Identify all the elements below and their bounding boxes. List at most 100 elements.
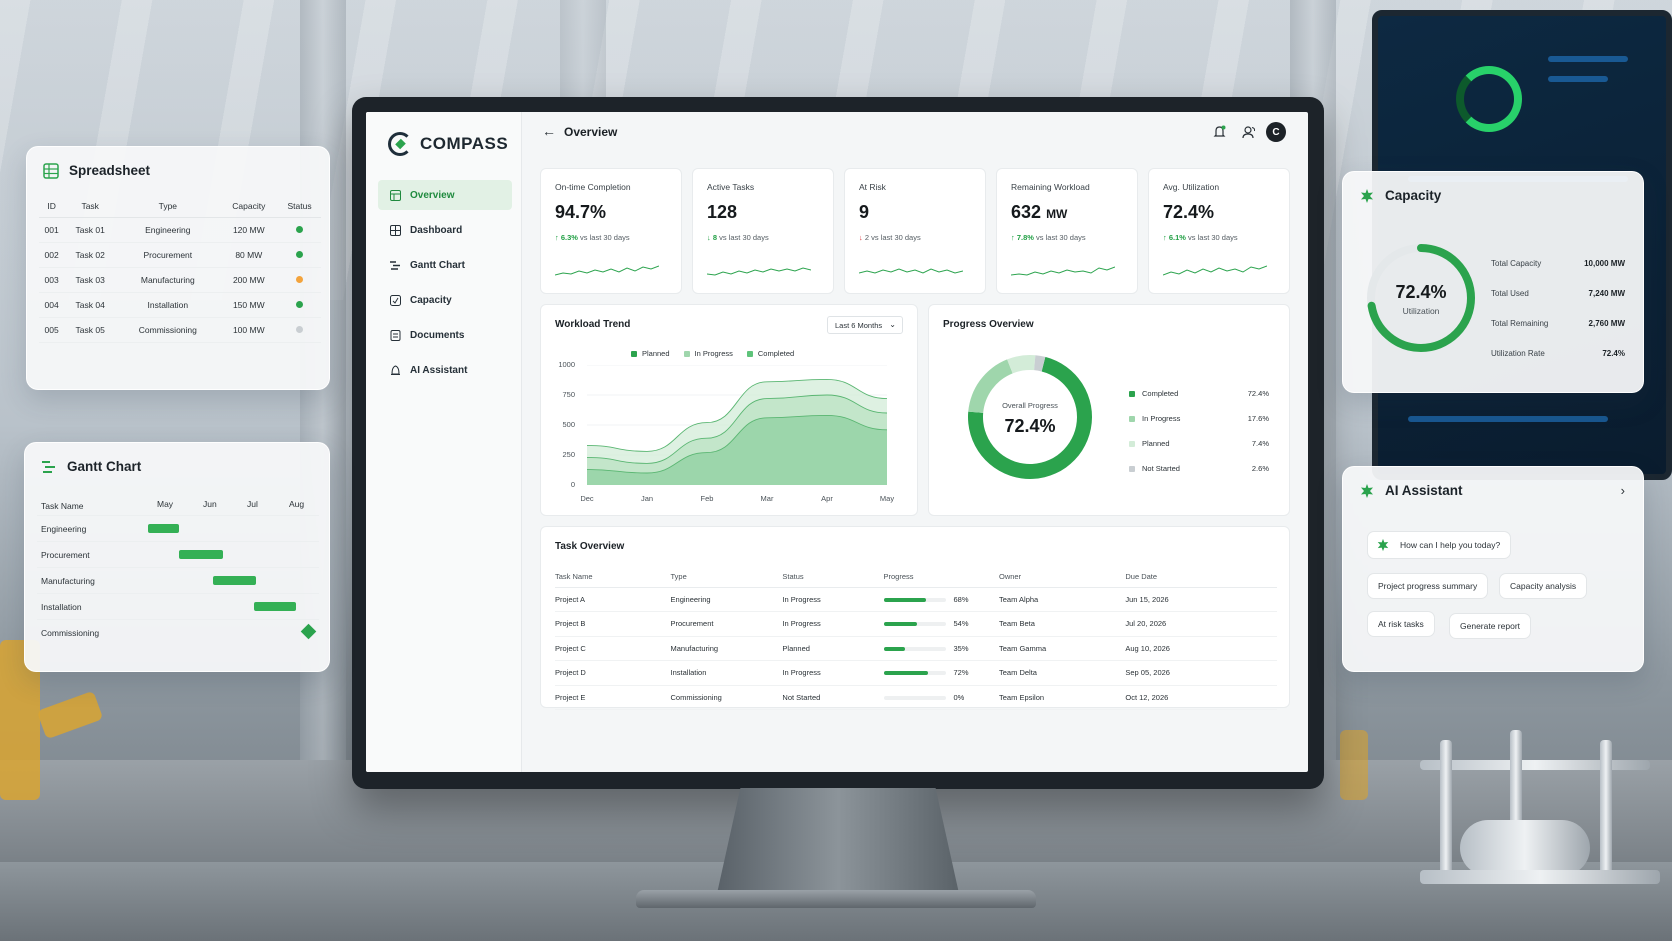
table-row[interactable]: 003 Task 03 Manufacturing 200 MW (39, 267, 321, 293)
table-row[interactable]: Project A Engineering In Progress 68% Team A… (555, 587, 1277, 612)
gantt-month: May (157, 499, 174, 509)
donut-slice[interactable] (968, 359, 1013, 413)
kpi-card[interactable]: Active Tasks 128 ↓ 8 vs last 30 days (692, 168, 834, 294)
progress-fill (883, 646, 906, 651)
task-status-cell: In Progress (782, 587, 884, 612)
sidebar-item-dashboard[interactable]: Dashboard (378, 215, 512, 245)
column-header[interactable]: Due Date (1125, 567, 1277, 588)
sidebar-item-ai-assistant[interactable]: AI Assistant (378, 355, 512, 385)
progress-fill (883, 671, 929, 676)
spreadsheet-table: ID Task Type Capacity Status 001 Task 01 E… (39, 195, 321, 343)
gantt-milestone (300, 623, 317, 640)
sidebar-item-gantt-chart[interactable]: Gantt Chart (378, 250, 512, 280)
legend-item: In Progress (683, 349, 733, 358)
progress-label: 68% (953, 594, 969, 604)
legend-item: Planned (631, 349, 670, 358)
spreadsheet-panel[interactable]: Spreadsheet ID Task Type Capacity Status… (26, 146, 330, 390)
column-header[interactable]: Task Name (555, 567, 671, 588)
task-status-cell: Planned (782, 636, 884, 661)
column-header[interactable]: Progress (883, 567, 1000, 588)
suggestion-chip[interactable]: Project progress summary (1367, 573, 1489, 599)
sheet-cell-type: Procurement (116, 242, 220, 268)
donut-center: Overall Progress 72.4% (959, 401, 1101, 437)
assistant-title: AI Assistant (1385, 483, 1463, 498)
kpi-card[interactable]: Remaining Workload 632 MW ↑ 7.8% vs last… (996, 168, 1138, 294)
team-icon[interactable] (1240, 123, 1258, 141)
table-row[interactable]: Project D Installation In Progress 72% Team … (555, 660, 1277, 686)
gantt-panel[interactable]: Gantt Chart Task Name May Jun Jul Aug En… (24, 442, 330, 672)
task-due-cell: Jul 20, 2026 (1125, 611, 1277, 637)
table-row[interactable]: 002 Task 02 Procurement 80 MW (39, 242, 321, 268)
column-header[interactable]: Type (670, 567, 783, 588)
donut-slice[interactable] (1034, 355, 1046, 372)
table-row[interactable]: 001 Task 01 Engineering 120 MW (39, 217, 321, 243)
sheet-cell-status (278, 317, 321, 343)
gantt-month: Jul (247, 499, 258, 509)
column-header: ID (39, 195, 65, 218)
sidebar-item-documents[interactable]: Documents (378, 320, 512, 350)
column-header: Task (64, 195, 117, 218)
arrow-up-icon: ↑ (1011, 233, 1015, 242)
task-name-cell: Project E (555, 685, 671, 710)
table-row[interactable]: Project B Procurement In Progress 54% Team B… (555, 611, 1277, 637)
app-logo[interactable]: COMPASS (388, 132, 508, 156)
avatar[interactable]: C (1266, 122, 1286, 142)
ai-assistant-panel[interactable]: AI Assistant › How can I help you today?… (1342, 466, 1644, 672)
capacity-stat-row: Total Used 7,240 MW (1491, 278, 1625, 308)
task-progress-cell: 68% (883, 587, 1000, 612)
arrow-down-icon: ↓ (707, 233, 711, 242)
status-dot (296, 250, 304, 258)
kpi-card[interactable]: At Risk 9 ↓ 2 vs last 30 days (844, 168, 986, 294)
sheet-cell-capacity: 200 MW (219, 267, 279, 293)
sidebar-item-capacity[interactable]: Capacity (378, 285, 512, 315)
kpi-card[interactable]: Avg. Utilization 72.4% ↑ 6.1% vs last 30… (1148, 168, 1290, 294)
sheet-cell-task: Task 02 (64, 242, 117, 268)
capacity-panel[interactable]: Capacity 72.4% Utilization Total Capacit… (1342, 171, 1644, 393)
sidebar-item-overview[interactable]: Overview (378, 180, 512, 210)
app-name: COMPASS (420, 134, 509, 153)
table-row[interactable]: Project C Manufacturing Planned 35% Team Gam… (555, 636, 1277, 661)
suggestion-chip[interactable]: Capacity analysis (1499, 573, 1588, 599)
legend-value: 17.6% (1247, 414, 1269, 423)
sidebar-item-label: Capacity (410, 294, 452, 306)
x-tick-label: Mar (760, 494, 774, 503)
bell-icon[interactable] (1210, 123, 1228, 141)
kpi-card[interactable]: On-time Completion 94.7% ↑ 6.3% vs last … (540, 168, 682, 294)
kpi-delta-value: 2 (864, 233, 870, 242)
kpi-delta-text: vs last 30 days (580, 233, 630, 242)
legend-value: 7.4% (1251, 439, 1269, 448)
dashboard-icon (389, 224, 401, 236)
table-row[interactable]: Project E Commissioning Not Started 0% Team … (555, 685, 1277, 710)
kpi-row: On-time Completion 94.7% ↑ 6.3% vs last … (540, 168, 1290, 294)
progress-bar (883, 597, 946, 602)
gantt-title: Gantt Chart (67, 459, 142, 474)
table-row[interactable]: 004 Task 04 Installation 150 MW (39, 292, 321, 318)
chevron-right-icon[interactable]: › (1620, 483, 1625, 498)
sheet-cell-id: 003 (39, 267, 65, 293)
stat-value: 72.4% (1602, 348, 1625, 358)
suggestion-chip[interactable]: Generate report (1449, 613, 1532, 639)
gantt-month: Jun (203, 499, 217, 509)
gantt-icon (42, 461, 55, 473)
gantt-task-name: Commissioning (41, 628, 100, 638)
x-tick-label: May (879, 494, 895, 503)
sheet-cell-id: 005 (39, 317, 65, 343)
column-header[interactable]: Owner (999, 567, 1126, 588)
table-row[interactable]: 005 Task 05 Commissioning 100 MW (39, 317, 321, 343)
sidebar: COMPASS Overview Dashboard Gantt Chart C… (366, 112, 522, 772)
back-arrow-icon[interactable]: ← (542, 123, 556, 139)
column-header[interactable]: Status (782, 567, 884, 588)
y-tick-label: 250 (562, 450, 575, 459)
task-name-cell: Project A (555, 587, 671, 612)
kpi-delta-value: 8 (712, 233, 718, 242)
range-select[interactable]: Last 6 Months ⌄ (827, 316, 903, 334)
suggestion-chip[interactable]: At risk tasks (1367, 611, 1435, 637)
sidebar-item-label: AI Assistant (410, 364, 468, 376)
kpi-delta-text: vs last 30 days (871, 233, 921, 242)
donut-slice[interactable] (1007, 355, 1036, 374)
x-tick-label: Dec (580, 494, 594, 503)
progress-title: Progress Overview (943, 319, 1034, 330)
capacity-ring (1367, 244, 1475, 352)
assistant-prompt[interactable]: How can I help you today? (1367, 531, 1512, 559)
legend-swatch (683, 351, 690, 357)
